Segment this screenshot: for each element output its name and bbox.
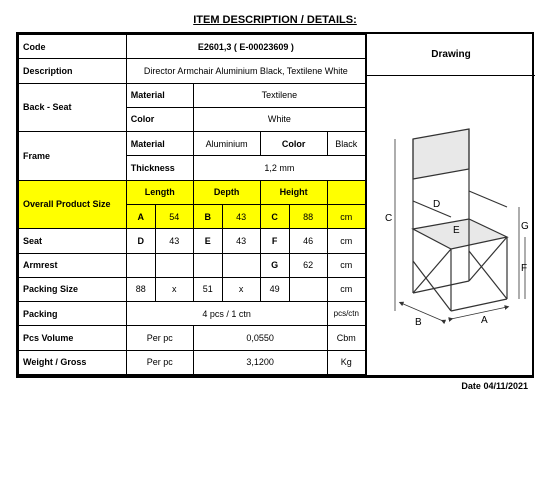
label-seat: Seat [19,229,127,253]
date-value: 04/11/2021 [483,381,528,391]
dim-E: E [193,229,222,253]
pk-b: 51 [193,277,222,301]
unit-cm-1: cm [327,204,365,228]
value-weight: 3,1200 [193,350,327,374]
draw-label-C: C [385,213,392,224]
label-weight: Weight / Gross [19,350,127,374]
label-material: Material [126,83,193,107]
label-back-seat: Back - Seat [19,83,127,132]
dim-G: G [260,253,289,277]
val-B: 43 [222,204,260,228]
unit-cm-2: cm [327,229,365,253]
label-color: Color [126,107,193,131]
draw-label-E: E [453,225,460,236]
date-row: Date 04/11/2021 [16,377,534,394]
draw-label-B: B [415,317,422,328]
dim-D: D [126,229,155,253]
pk-x1: x [155,277,193,301]
blank [155,253,193,277]
spec-table: Code E2601,3 ( E-00023609 ) Description … [18,34,366,375]
spec-sheet: Code E2601,3 ( E-00023609 ) Description … [16,32,534,377]
page-title: ITEM DESCRIPTION / DETAILS: [16,14,534,26]
unit-cm-4: cm [327,277,365,301]
drawing-body: C D E B A F G [367,76,535,375]
blank [289,277,327,301]
label-description: Description [19,59,127,83]
value-frame-color: Black [327,132,365,156]
val-E: 43 [222,229,260,253]
label-packing-size: Packing Size [19,277,127,301]
draw-label-G: G [521,221,529,232]
blank [126,253,155,277]
blank [327,180,365,204]
dim-A: A [126,204,155,228]
value-thickness: 1,2 mm [193,156,365,180]
value-packing: 4 pcs / 1 ctn [126,302,327,326]
unit-kg: Kg [327,350,365,374]
hdr-height: Height [260,180,327,204]
val-D: 43 [155,229,193,253]
unit-cm-3: cm [327,253,365,277]
val-G: 62 [289,253,327,277]
drawing-panel: Drawing [366,34,535,375]
label-frame-material: Material [126,132,193,156]
value-volume: 0,0550 [193,326,327,350]
val-A: 54 [155,204,193,228]
dim-F: F [260,229,289,253]
pk-c: 49 [260,277,289,301]
label-frame-color: Color [260,132,327,156]
perpc-1: Per pc [126,326,193,350]
value-bs-material: Textilene [193,83,365,107]
label-packing: Packing [19,302,127,326]
dim-B: B [193,204,222,228]
label-thickness: Thickness [126,156,193,180]
spec-table-area: Code E2601,3 ( E-00023609 ) Description … [18,34,366,375]
blank [222,253,260,277]
blank [193,253,222,277]
draw-label-D: D [433,199,440,210]
label-pcs-volume: Pcs Volume [19,326,127,350]
drawing-header: Drawing [367,34,535,76]
val-F: 46 [289,229,327,253]
value-code: E2601,3 ( E-00023609 ) [126,35,365,59]
value-frame-material: Aluminium [193,132,260,156]
date-label: Date [461,381,481,391]
unit-pcsctn: pcs/ctn [327,302,365,326]
draw-label-A: A [481,315,488,326]
chair-drawing: C D E B A F G [371,121,531,331]
pk-x2: x [222,277,260,301]
unit-cbm: Cbm [327,326,365,350]
draw-label-F: F [521,263,527,274]
label-armrest: Armrest [19,253,127,277]
val-C: 88 [289,204,327,228]
value-bs-color: White [193,107,365,131]
perpc-2: Per pc [126,350,193,374]
hdr-length: Length [126,180,193,204]
pk-a: 88 [126,277,155,301]
label-code: Code [19,35,127,59]
hdr-depth: Depth [193,180,260,204]
label-overall: Overall Product Size [19,180,127,229]
value-description: Director Armchair Aluminium Black, Texti… [126,59,365,83]
dim-C: C [260,204,289,228]
label-frame: Frame [19,132,127,181]
